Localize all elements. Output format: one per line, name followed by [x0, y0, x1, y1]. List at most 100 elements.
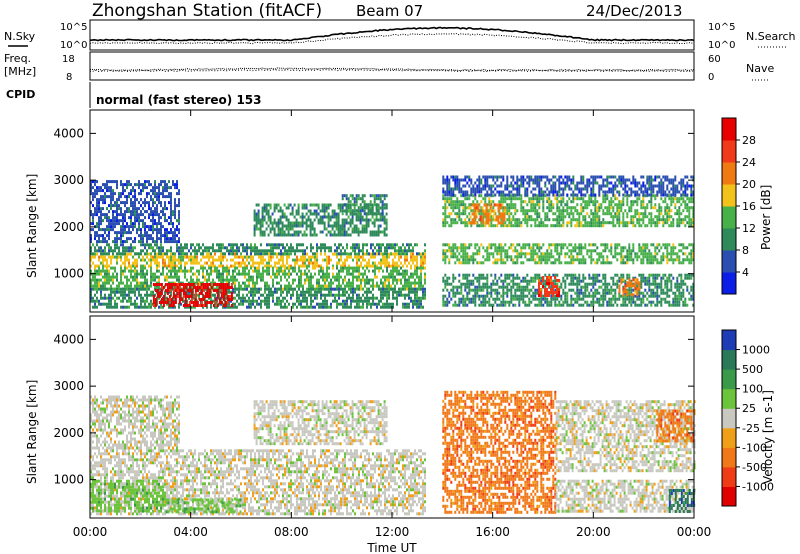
heatmap-cell: [306, 278, 308, 282]
heatmap-cell: [250, 278, 252, 282]
heatmap-cell: [520, 209, 523, 213]
heatmap-cell: [542, 200, 545, 204]
heatmap-cell: [144, 225, 146, 229]
heatmap-cell: [604, 221, 607, 225]
heatmap-cell: [100, 228, 102, 232]
heatmap-cell: [134, 225, 136, 229]
heatmap-cell: [392, 302, 394, 306]
heatmap-cell: [110, 195, 112, 199]
heatmap-cell: [224, 289, 227, 292]
heatmap-cell: [580, 203, 583, 207]
heatmap-cell: [130, 231, 132, 235]
heatmap-cell: [354, 290, 356, 294]
heatmap-cell: [176, 180, 178, 184]
heatmap-cell: [166, 228, 168, 232]
heatmap-cell: [130, 213, 132, 217]
heatmap-cell: [126, 258, 128, 262]
heatmap-cell: [610, 261, 613, 265]
heatmap-cell: [452, 203, 455, 207]
heatmap-cell: [164, 237, 166, 241]
heatmap-cell: [366, 243, 368, 247]
heatmap-cell: [228, 299, 230, 303]
heatmap-cell: [110, 266, 112, 270]
heatmap-cell: [258, 302, 260, 306]
heatmap-cell: [90, 252, 92, 256]
heatmap-cell: [584, 206, 587, 210]
heatmap-cell: [268, 287, 270, 291]
heatmap-cell: [304, 305, 306, 309]
heatmap-cell: [448, 246, 451, 250]
heatmap-cell: [230, 295, 233, 298]
heatmap-cell: [478, 252, 481, 256]
heatmap-cell: [334, 249, 336, 253]
heatmap-cell: [352, 293, 354, 297]
heatmap-cell: [420, 287, 422, 291]
heatmap-cell: [106, 275, 108, 279]
heatmap-cell: [450, 221, 453, 225]
heatmap-cell: [586, 206, 589, 210]
heatmap-cell: [152, 222, 154, 226]
heatmap-cell: [331, 212, 334, 216]
heatmap-cell: [218, 283, 221, 286]
heatmap-cell: [295, 224, 298, 228]
heatmap-cell: [408, 302, 410, 306]
heatmap-cell: [339, 230, 342, 234]
heatmap-cell: [312, 261, 314, 265]
heatmap-cell: [206, 269, 208, 273]
heatmap-cell: [618, 243, 621, 247]
heatmap-cell: [410, 299, 412, 303]
heatmap-cell: [350, 299, 352, 303]
heatmap-cell: [488, 258, 491, 262]
heatmap-cell: [112, 255, 114, 259]
heatmap-cell: [108, 255, 110, 259]
heatmap-cell: [218, 298, 221, 301]
heatmap-cell: [370, 305, 372, 309]
heatmap-cell: [116, 275, 118, 279]
heatmap-cell: [349, 221, 352, 225]
heatmap-cell: [340, 266, 342, 270]
heatmap-cell: [292, 305, 294, 309]
heatmap-cell: [373, 194, 376, 198]
heatmap-cell: [100, 198, 102, 202]
heatmap-cell: [238, 269, 240, 273]
heatmap-cell: [242, 255, 244, 259]
heatmap-cell: [124, 264, 126, 268]
heatmap-cell: [248, 261, 250, 265]
heatmap-cell: [288, 269, 290, 273]
heatmap-cell: [358, 284, 360, 288]
heatmap-cell: [186, 284, 188, 288]
heatmap-cell: [90, 240, 92, 244]
heatmap-cell: [236, 266, 238, 270]
heatmap-cell: [418, 252, 420, 256]
heatmap-cell: [256, 272, 258, 276]
heatmap-cell: [442, 249, 445, 253]
heatmap-cell: [240, 299, 242, 303]
heatmap-cell: [590, 200, 593, 204]
heatmap-cell: [106, 287, 108, 291]
heatmap-cell: [320, 293, 322, 297]
heatmap-cell: [136, 207, 138, 211]
heatmap-cell: [309, 224, 312, 228]
heatmap-cell: [596, 218, 599, 222]
heatmap-cell: [488, 224, 491, 228]
heatmap-cell: [158, 198, 160, 202]
heatmap-cell: [168, 195, 170, 199]
heatmap-cell: [248, 299, 250, 303]
date-label: 24/Dec/2013: [586, 2, 682, 20]
heatmap-cell: [355, 212, 358, 216]
heatmap-cell: [283, 212, 286, 216]
heatmap-cell: [550, 206, 553, 210]
heatmap-cell: [530, 215, 533, 219]
heatmap-cell: [380, 264, 382, 268]
heatmap-cell: [510, 221, 513, 225]
heatmap-cell: [556, 221, 559, 225]
power-heatmap: [90, 175, 695, 309]
heatmap-cell: [536, 194, 539, 198]
heatmap-cell: [514, 249, 517, 253]
heatmap-cell: [296, 305, 298, 309]
heatmap-cell: [372, 302, 374, 306]
heatmap-cell: [138, 293, 140, 297]
heatmap-cell: [96, 284, 98, 288]
heatmap-cell: [98, 287, 100, 291]
heatmap-cell: [106, 281, 108, 285]
